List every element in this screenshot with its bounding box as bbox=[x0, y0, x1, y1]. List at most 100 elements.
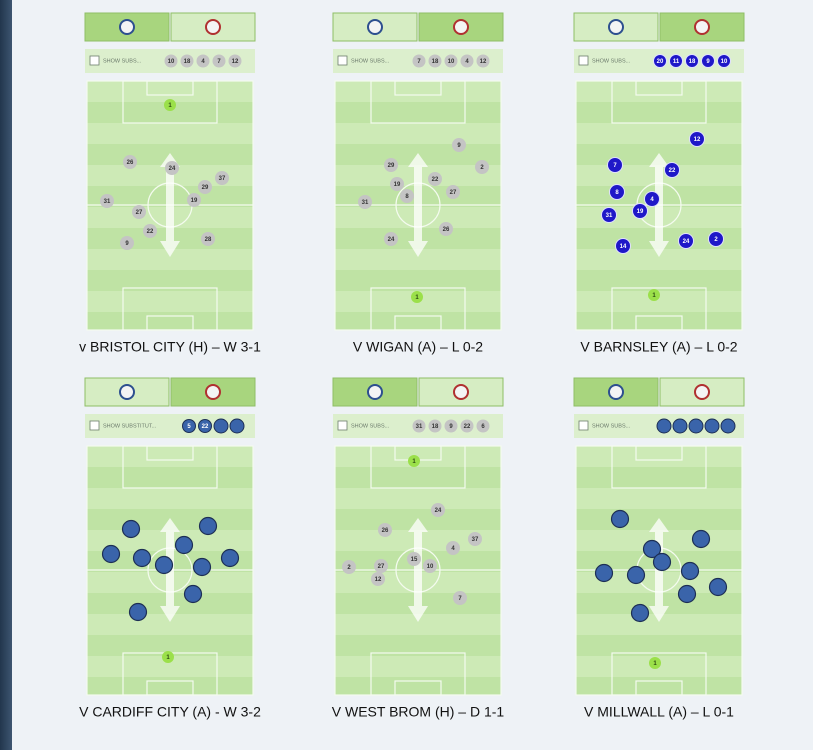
goal-box bbox=[635, 680, 683, 696]
player-number: 28 bbox=[205, 237, 212, 243]
sub-number: 18 bbox=[689, 59, 696, 65]
player-number: 22 bbox=[432, 177, 439, 183]
goal-box bbox=[635, 80, 683, 96]
sub-marker bbox=[428, 419, 442, 433]
sub-number: 18 bbox=[432, 59, 439, 65]
sub-marker bbox=[704, 418, 720, 434]
player-marker bbox=[101, 544, 121, 564]
player-marker bbox=[664, 162, 680, 178]
pitch-stripe bbox=[335, 677, 501, 695]
pitch-stripe bbox=[87, 467, 253, 488]
player-marker bbox=[128, 602, 148, 622]
player-marker bbox=[652, 552, 672, 572]
player-number: 8 bbox=[615, 190, 619, 196]
player-marker bbox=[342, 560, 356, 574]
left-edge bbox=[0, 0, 12, 750]
team-badge bbox=[453, 384, 469, 400]
player-number: 19 bbox=[394, 182, 401, 188]
player-marker bbox=[407, 552, 421, 566]
player-marker bbox=[374, 559, 388, 573]
player-marker bbox=[691, 529, 711, 549]
sub-marker bbox=[460, 419, 474, 433]
pitch-stripe bbox=[335, 614, 501, 635]
sub-number: 10 bbox=[168, 59, 175, 65]
sub-number: 5 bbox=[187, 424, 191, 430]
team-badge bbox=[205, 384, 221, 400]
player-marker bbox=[431, 503, 445, 517]
team-badge bbox=[367, 384, 383, 400]
sub-marker bbox=[198, 419, 212, 433]
player-marker bbox=[198, 180, 212, 194]
player-number: 4 bbox=[451, 546, 455, 552]
subs-label: SHOW SUBS... bbox=[592, 423, 631, 429]
goal-box bbox=[394, 80, 442, 96]
goal-box bbox=[146, 445, 194, 461]
player-marker bbox=[680, 561, 700, 581]
player-number: 14 bbox=[620, 244, 627, 250]
player-marker bbox=[708, 577, 728, 597]
player-marker bbox=[708, 231, 724, 247]
player-number: 26 bbox=[382, 528, 389, 534]
team-badge bbox=[608, 384, 624, 400]
player-number: 9 bbox=[457, 143, 461, 149]
goal-box bbox=[146, 80, 194, 96]
player-number: 26 bbox=[127, 160, 134, 166]
sub-number: 7 bbox=[417, 59, 421, 65]
player-marker bbox=[215, 171, 229, 185]
pitch-stripe bbox=[335, 467, 501, 488]
pitch-stripe bbox=[335, 635, 501, 656]
pitch-stripe bbox=[576, 488, 742, 509]
player-number: 19 bbox=[191, 198, 198, 204]
lineup-panel: SHOW SUBS... 7 18 10 4 12192292219278312624V … bbox=[332, 12, 504, 355]
match-caption: V MILLWALL (A) – L 0-1 bbox=[584, 704, 734, 720]
sub-number: 12 bbox=[480, 59, 487, 65]
pitch-stripe bbox=[87, 270, 253, 291]
player-marker bbox=[642, 539, 662, 559]
player-marker bbox=[143, 224, 157, 238]
player-number: 31 bbox=[606, 213, 613, 219]
player-number: 7 bbox=[458, 596, 462, 602]
team-badge bbox=[608, 19, 624, 35]
team-badge bbox=[453, 19, 469, 35]
sub-marker bbox=[182, 419, 196, 433]
pitch-stripe bbox=[335, 81, 501, 102]
player-marker bbox=[390, 177, 404, 191]
pitch-stripe bbox=[576, 635, 742, 656]
player-marker bbox=[162, 651, 174, 663]
pitch-stripe bbox=[335, 102, 501, 123]
player-marker bbox=[183, 584, 203, 604]
player-marker bbox=[123, 155, 137, 169]
player-marker bbox=[423, 559, 437, 573]
player-marker bbox=[601, 207, 617, 223]
pitch-stripe bbox=[87, 656, 253, 677]
player-number: 27 bbox=[136, 210, 143, 216]
player-number: 29 bbox=[202, 185, 209, 191]
player-marker bbox=[220, 548, 240, 568]
lineup-panel: SHOW SUBS... 1 V MILLWALL (A) – L 0-1 bbox=[573, 377, 745, 720]
sub-marker bbox=[428, 54, 442, 68]
sub-marker bbox=[444, 54, 458, 68]
team-badge bbox=[119, 19, 135, 35]
goal-box bbox=[635, 315, 683, 331]
pitch-stripe bbox=[335, 488, 501, 509]
sub-marker bbox=[460, 54, 474, 68]
player-marker bbox=[468, 532, 482, 546]
player-marker bbox=[626, 565, 646, 585]
goal-box bbox=[146, 315, 194, 331]
player-marker bbox=[607, 157, 623, 173]
sub-number: 7 bbox=[217, 59, 221, 65]
player-number: 1 bbox=[652, 293, 656, 299]
sub-number: 9 bbox=[706, 59, 710, 65]
player-number: 1 bbox=[412, 459, 416, 465]
player-marker bbox=[644, 191, 660, 207]
pitch-stripe bbox=[87, 488, 253, 509]
player-number: 1 bbox=[653, 661, 657, 667]
player-number: 19 bbox=[637, 209, 644, 215]
subs-label: SHOW SUBS... bbox=[103, 58, 142, 64]
player-marker bbox=[371, 572, 385, 586]
goal-box bbox=[394, 315, 442, 331]
team-badge bbox=[694, 384, 710, 400]
player-number: 24 bbox=[683, 239, 690, 245]
player-number: 1 bbox=[166, 655, 170, 661]
